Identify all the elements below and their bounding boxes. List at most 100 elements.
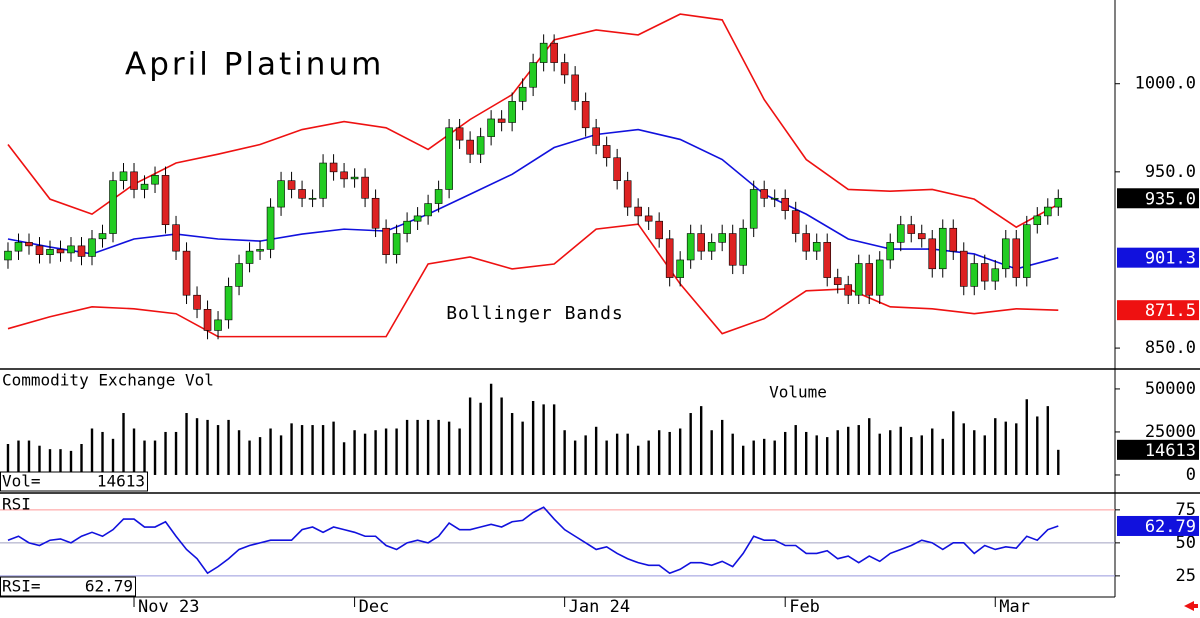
- value-marker: [1117, 247, 1199, 268]
- annotation: Bollinger Bands: [446, 303, 624, 324]
- candle-body: [991, 268, 1000, 282]
- candle-body: [329, 162, 338, 173]
- candle-body: [602, 145, 611, 159]
- candle-body: [35, 245, 44, 255]
- annotation: Volume: [769, 383, 827, 402]
- candle-body: [1012, 238, 1021, 278]
- candle-body: [865, 263, 874, 296]
- candle-body: [172, 224, 180, 252]
- candle-body: [550, 42, 558, 63]
- candle-body: [56, 249, 65, 254]
- candle-body: [193, 294, 201, 310]
- candle-body: [140, 183, 149, 190]
- candle-body: [487, 118, 495, 137]
- candle-body: [854, 263, 863, 296]
- y-tick-label: 0: [1186, 465, 1196, 485]
- candle-body: [917, 233, 926, 240]
- candle-body: [350, 176, 359, 180]
- candle-body: [67, 245, 75, 254]
- candle-body: [4, 250, 12, 261]
- value-marker-label: 62.79: [1145, 517, 1196, 537]
- candle-body: [1033, 215, 1042, 226]
- candle-body: [455, 127, 464, 141]
- candle-body: [560, 62, 569, 76]
- candle-body: [224, 286, 233, 321]
- readout-value: 62.79: [85, 577, 133, 596]
- candle-body: [539, 42, 548, 63]
- candle-body: [245, 250, 254, 264]
- x-tick-label: Mar: [999, 597, 1030, 617]
- value-marker-label: 871.5: [1145, 301, 1196, 321]
- candle-body: [676, 259, 684, 278]
- candle-body: [182, 250, 191, 296]
- candle-body: [77, 245, 86, 257]
- candle-body: [445, 127, 453, 190]
- value-marker: [1117, 300, 1199, 321]
- candle-body: [644, 215, 653, 222]
- candle-body: [728, 233, 737, 266]
- candle-body: [959, 250, 968, 287]
- candle-body: [203, 309, 212, 331]
- candle-body: [529, 62, 537, 88]
- candle-body: [875, 259, 884, 296]
- y-tick-label: 75: [1176, 500, 1196, 520]
- candle-body: [697, 233, 705, 252]
- candle-body: [1043, 206, 1052, 217]
- candle-body: [886, 242, 895, 261]
- value-marker: [1117, 515, 1199, 536]
- candle-body: [812, 242, 821, 252]
- candle-body: [655, 220, 663, 240]
- candle-body: [938, 227, 947, 270]
- candle-body: [1022, 224, 1031, 278]
- candle-body: [424, 203, 432, 217]
- candle-body: [949, 227, 958, 252]
- candle-body: [634, 206, 642, 217]
- candle-body: [88, 238, 96, 257]
- readout-label: RSI=: [2, 577, 41, 596]
- readout-box: [0, 576, 136, 597]
- candle-body: [266, 206, 275, 250]
- readout-label: Vol=: [2, 472, 41, 491]
- candle-body: [161, 175, 170, 226]
- candle-body: [781, 197, 790, 211]
- panel-title: Commodity Exchange Vol: [2, 371, 214, 390]
- candle-body: [770, 197, 779, 200]
- candle-body: [508, 101, 516, 123]
- candle-body: [413, 215, 422, 222]
- candle-body: [581, 101, 590, 129]
- y-tick-label: 850.0: [1145, 338, 1196, 358]
- candle-body: [46, 249, 54, 255]
- candle-body: [371, 197, 380, 229]
- y-tick-label: 950.0: [1145, 162, 1196, 182]
- candle-body: [823, 242, 832, 278]
- candle-body: [718, 233, 726, 243]
- candle-body: [896, 224, 905, 243]
- candle-body: [382, 227, 390, 255]
- y-tick-label: 50000: [1145, 379, 1196, 399]
- candle-body: [928, 238, 937, 270]
- candle-body: [434, 189, 443, 204]
- candle-body: [1001, 238, 1010, 270]
- candle-body: [298, 189, 306, 199]
- candle-body: [130, 171, 138, 190]
- candle-body: [119, 171, 128, 181]
- candle-body: [592, 127, 600, 146]
- candle-body: [109, 180, 117, 234]
- candle-body: [686, 233, 695, 261]
- candle-body: [319, 162, 327, 199]
- candle-body: [739, 227, 747, 266]
- candle-body: [361, 176, 369, 199]
- candle-body: [749, 189, 758, 229]
- candle-body: [14, 242, 23, 252]
- candle-body: [802, 233, 811, 252]
- y-tick-label: 50: [1176, 533, 1196, 553]
- x-tick-label: Jan 24: [569, 597, 630, 617]
- candle-body: [214, 319, 222, 331]
- y-tick-label: 25: [1176, 566, 1196, 586]
- candle-body: [613, 157, 621, 181]
- value-marker: [1117, 439, 1199, 460]
- candle-body: [571, 74, 579, 102]
- candle-body: [980, 263, 989, 282]
- candle-body: [707, 242, 716, 252]
- candle-body: [1054, 197, 1063, 208]
